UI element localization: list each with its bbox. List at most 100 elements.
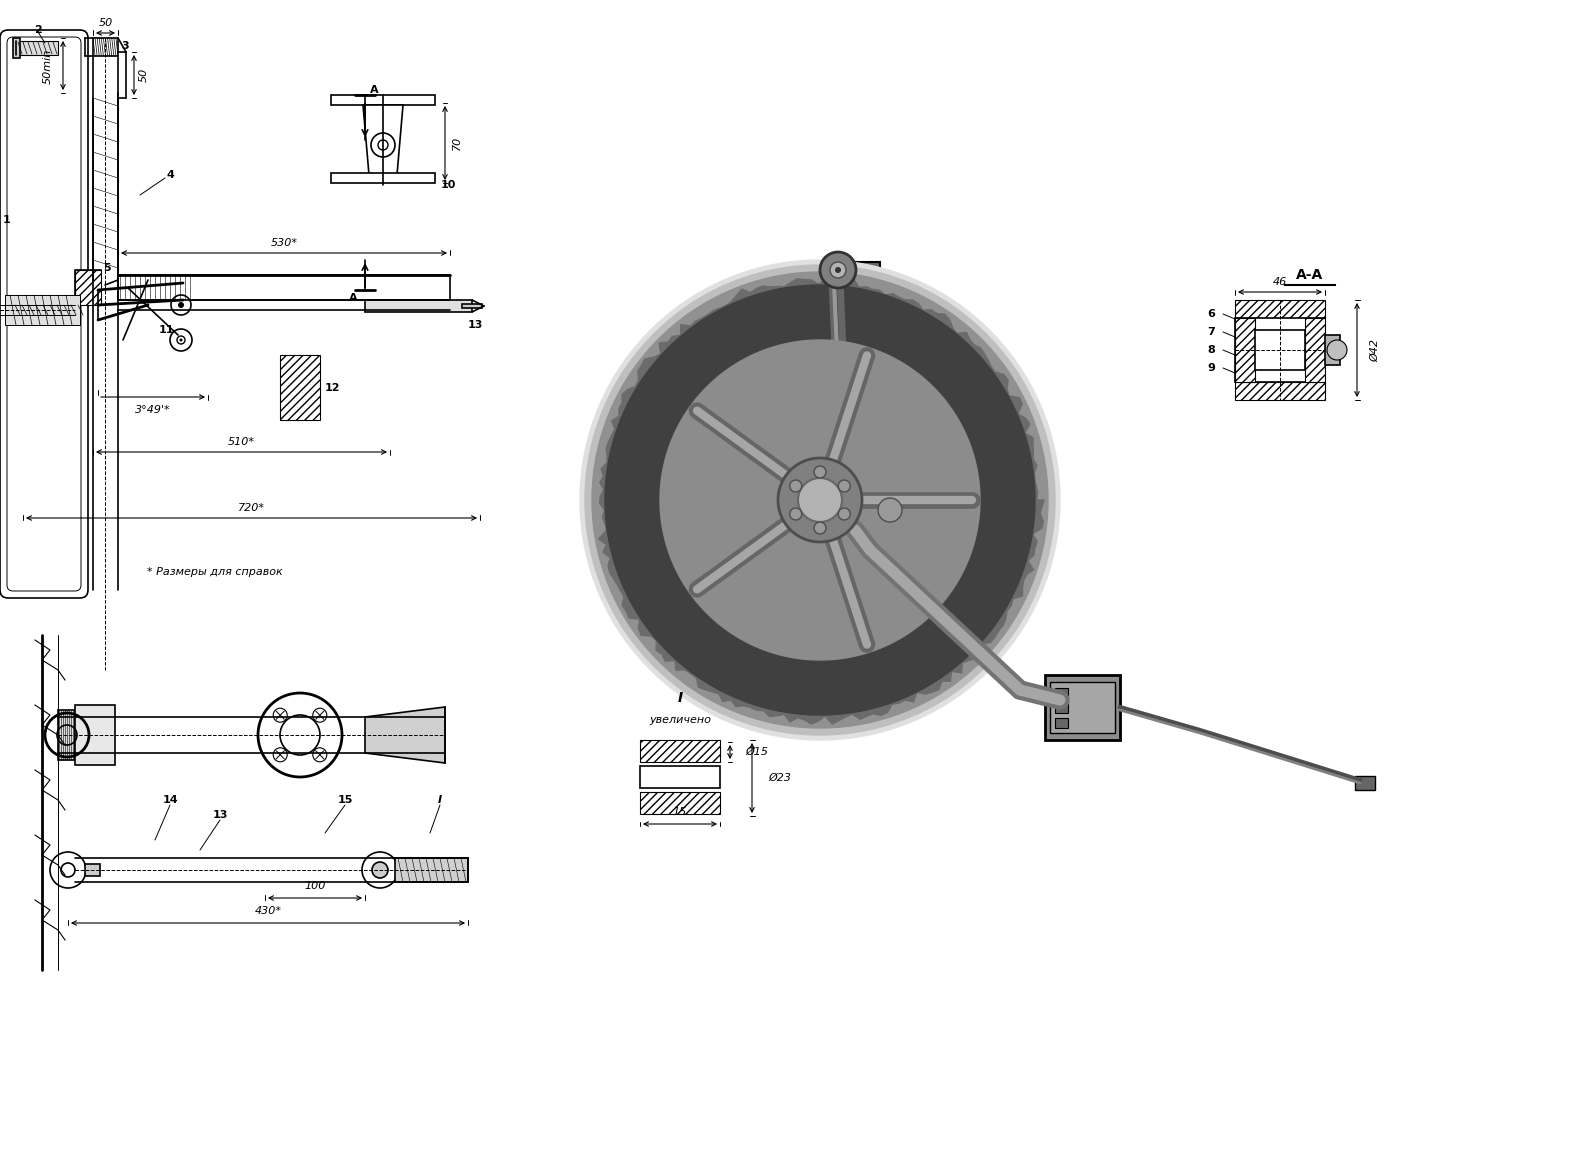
Text: Ø42: Ø42 bbox=[1369, 339, 1381, 362]
Circle shape bbox=[179, 339, 182, 341]
Bar bbox=[1045, 675, 1120, 741]
Bar bbox=[365, 300, 472, 312]
Bar bbox=[1235, 382, 1325, 399]
Bar bbox=[1235, 300, 1325, 318]
Text: 13: 13 bbox=[212, 809, 228, 820]
Text: 13: 13 bbox=[468, 320, 482, 331]
Bar bbox=[1055, 703, 1068, 712]
Polygon shape bbox=[579, 260, 1060, 741]
Bar bbox=[1325, 335, 1341, 364]
Text: 15: 15 bbox=[674, 807, 688, 816]
Text: I: I bbox=[677, 691, 683, 705]
Circle shape bbox=[171, 329, 192, 352]
Bar bbox=[1055, 688, 1068, 698]
Text: 1: 1 bbox=[3, 215, 11, 225]
Text: 11: 11 bbox=[158, 325, 174, 335]
Polygon shape bbox=[586, 265, 1055, 735]
Bar bbox=[847, 262, 879, 278]
Circle shape bbox=[61, 863, 75, 877]
Circle shape bbox=[838, 508, 851, 520]
Bar bbox=[75, 270, 101, 305]
Text: A: A bbox=[370, 85, 378, 95]
Text: 3°49'*: 3°49'* bbox=[136, 405, 171, 415]
Bar bbox=[1306, 318, 1325, 382]
Text: 15: 15 bbox=[337, 795, 353, 805]
Text: 50: 50 bbox=[99, 18, 113, 28]
Text: 46: 46 bbox=[1274, 277, 1286, 287]
Polygon shape bbox=[365, 707, 445, 763]
Circle shape bbox=[790, 480, 801, 492]
Text: * Размеры для справок: * Размеры для справок bbox=[147, 566, 282, 577]
Bar bbox=[330, 95, 436, 105]
Circle shape bbox=[814, 522, 827, 534]
Polygon shape bbox=[605, 285, 1034, 715]
Circle shape bbox=[370, 133, 394, 157]
Bar bbox=[1254, 331, 1306, 370]
Bar bbox=[640, 792, 720, 814]
Circle shape bbox=[177, 336, 185, 345]
Text: 70: 70 bbox=[452, 135, 461, 151]
Text: 50: 50 bbox=[139, 68, 148, 82]
Circle shape bbox=[838, 480, 851, 492]
Circle shape bbox=[835, 267, 841, 273]
Circle shape bbox=[830, 262, 846, 278]
Text: 50min: 50min bbox=[43, 48, 53, 84]
Text: 5: 5 bbox=[104, 263, 110, 273]
Text: A: A bbox=[350, 293, 358, 303]
Circle shape bbox=[49, 851, 86, 888]
Text: 720*: 720* bbox=[238, 503, 265, 513]
FancyBboxPatch shape bbox=[0, 30, 88, 598]
Text: 430*: 430* bbox=[254, 906, 281, 916]
Text: 14: 14 bbox=[163, 795, 177, 805]
Circle shape bbox=[273, 748, 287, 762]
Circle shape bbox=[372, 862, 388, 878]
Polygon shape bbox=[362, 105, 404, 175]
Circle shape bbox=[378, 140, 388, 150]
Bar bbox=[461, 304, 482, 308]
Text: 10: 10 bbox=[440, 180, 456, 190]
Bar bbox=[279, 355, 321, 420]
Text: увеличено: увеличено bbox=[650, 715, 710, 725]
Bar bbox=[75, 705, 115, 765]
Text: 9: 9 bbox=[1207, 363, 1215, 373]
Text: I: I bbox=[437, 795, 442, 805]
Bar bbox=[1235, 318, 1325, 382]
Circle shape bbox=[171, 296, 192, 315]
Circle shape bbox=[179, 303, 184, 308]
Circle shape bbox=[313, 708, 327, 722]
Bar bbox=[640, 741, 720, 762]
Bar bbox=[75, 270, 101, 305]
Text: 6: 6 bbox=[1207, 310, 1215, 319]
Bar bbox=[875, 475, 910, 540]
Circle shape bbox=[313, 748, 327, 762]
Circle shape bbox=[362, 851, 397, 888]
Bar bbox=[5, 296, 80, 325]
Text: 12: 12 bbox=[326, 383, 340, 392]
Text: Ø23: Ø23 bbox=[768, 773, 792, 783]
Text: A-A: A-A bbox=[1296, 267, 1323, 281]
Circle shape bbox=[790, 508, 801, 520]
Text: 7: 7 bbox=[1207, 327, 1215, 338]
Bar bbox=[57, 710, 75, 760]
Circle shape bbox=[777, 458, 862, 542]
Bar bbox=[1235, 318, 1254, 382]
Text: 2: 2 bbox=[34, 25, 41, 35]
Text: 100: 100 bbox=[305, 881, 326, 891]
Text: 4: 4 bbox=[166, 171, 174, 180]
Circle shape bbox=[1326, 340, 1347, 360]
Text: 530*: 530* bbox=[270, 238, 297, 248]
Circle shape bbox=[878, 498, 902, 522]
Bar bbox=[1050, 682, 1116, 734]
Text: 8: 8 bbox=[1207, 345, 1215, 355]
Polygon shape bbox=[394, 858, 468, 882]
Bar bbox=[640, 766, 720, 788]
Bar bbox=[85, 864, 101, 876]
Bar bbox=[1055, 718, 1068, 728]
Polygon shape bbox=[661, 340, 980, 660]
Circle shape bbox=[814, 466, 827, 478]
Polygon shape bbox=[598, 278, 1044, 724]
Circle shape bbox=[273, 708, 287, 722]
Bar bbox=[16, 41, 57, 55]
Text: 510*: 510* bbox=[228, 437, 255, 447]
Bar bbox=[13, 39, 21, 58]
